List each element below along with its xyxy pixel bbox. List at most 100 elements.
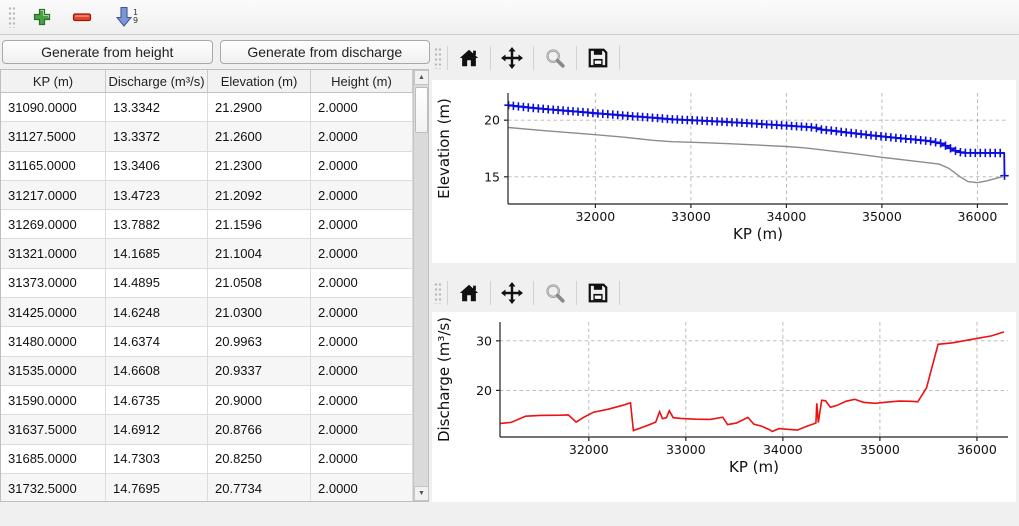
table-cell[interactable]: 2.0000 (311, 356, 413, 385)
table-row: 31637.5000 14.6912 20.8766 2.0000 (1, 415, 413, 445)
zoom-button[interactable] (540, 279, 570, 307)
table-cell[interactable]: 14.1685 (106, 239, 208, 268)
table-cell[interactable]: 21.2900 (208, 93, 311, 122)
table-cell[interactable]: 2.0000 (311, 180, 413, 210)
home-button[interactable] (454, 44, 484, 72)
table-scrollbar[interactable]: ▲ ▼ (413, 70, 428, 501)
table-cell[interactable]: 31685.0000 (1, 444, 106, 473)
table-cell[interactable]: 31590.0000 (1, 385, 106, 415)
table-cell[interactable]: 31637.5000 (1, 415, 106, 444)
table-cell[interactable]: 2.0000 (311, 327, 413, 356)
table-cell[interactable]: 21.2600 (208, 122, 311, 151)
table-row: 31590.0000 14.6735 20.9000 2.0000 (1, 385, 413, 416)
remove-row-button[interactable] (69, 4, 95, 30)
table-cell[interactable]: 14.6248 (106, 298, 208, 327)
save-button[interactable] (583, 279, 613, 307)
table-cell[interactable]: 31165.0000 (1, 151, 106, 180)
x-tick-label: 35000 (862, 209, 902, 224)
toolbar-drag-handle[interactable] (434, 47, 441, 69)
table-cell[interactable]: 21.1596 (208, 210, 311, 239)
home-icon (459, 49, 479, 67)
table-cell[interactable]: 20.7734 (208, 473, 311, 501)
save-button[interactable] (583, 44, 613, 72)
table-cell[interactable]: 14.6374 (106, 327, 208, 356)
home-icon (459, 284, 479, 302)
table-row: 31269.0000 13.7882 21.1596 2.0000 (1, 210, 413, 240)
pan-move-icon (501, 47, 523, 69)
y-axis-label: Discharge (m³/s) (435, 317, 453, 442)
table-row: 31732.5000 14.7695 20.7734 2.0000 (1, 473, 413, 501)
table-header-cell[interactable]: Discharge (m³/s) (106, 70, 208, 92)
table-body: 31090.0000 13.3342 21.2900 2.0000 31127.5000… (1, 93, 413, 501)
table-cell[interactable]: 21.0300 (208, 298, 311, 327)
discharge-chart[interactable]: 32000 33000 34000 35000 36000 20 30 KP (m) Disch… (432, 312, 1016, 502)
table-cell[interactable]: 13.4723 (106, 180, 208, 210)
scrollbar-thumb[interactable] (415, 87, 428, 133)
scroll-down-button[interactable]: ▼ (414, 486, 428, 501)
table-cell[interactable]: 2.0000 (311, 385, 413, 415)
table-cell[interactable]: 31732.5000 (1, 473, 106, 501)
table-cell[interactable]: 20.9963 (208, 327, 311, 356)
generate-from-discharge-button[interactable]: Generate from discharge (219, 40, 430, 64)
table-cell[interactable]: 31321.0000 (1, 239, 106, 268)
table-cell[interactable]: 31480.0000 (1, 327, 106, 356)
table-cell[interactable]: 20.8766 (208, 415, 311, 444)
table-cell[interactable]: 14.6735 (106, 385, 208, 415)
table-cell[interactable]: 14.6608 (106, 356, 208, 385)
table-cell[interactable]: 2.0000 (311, 268, 413, 298)
toolbar-drag-handle[interactable] (8, 6, 15, 28)
table-cell[interactable]: 21.1004 (208, 239, 311, 268)
table-row: 31090.0000 13.3342 21.2900 2.0000 (1, 93, 413, 123)
table-cell[interactable]: 31373.0000 (1, 268, 106, 298)
table-cell[interactable]: 31269.0000 (1, 210, 106, 239)
table-cell[interactable]: 2.0000 (311, 298, 413, 327)
scroll-up-button[interactable]: ▲ (414, 70, 428, 85)
y-tick-label: 20 (484, 113, 500, 128)
table-cell[interactable]: 2.0000 (311, 473, 413, 501)
table-cell[interactable]: 14.7695 (106, 473, 208, 501)
pan-button[interactable] (497, 279, 527, 307)
toolbar-separator (533, 46, 534, 70)
sort-ascending-button[interactable]: 1 9 (109, 4, 145, 30)
table-cell[interactable]: 13.7882 (106, 210, 208, 239)
generate-from-height-button[interactable]: Generate from height (2, 40, 213, 64)
y-tick-label: 20 (476, 383, 492, 398)
zoom-button[interactable] (540, 44, 570, 72)
table-cell[interactable]: 2.0000 (311, 151, 413, 180)
table-header-cell[interactable]: Height (m) (311, 70, 413, 92)
table-cell[interactable]: 20.8250 (208, 444, 311, 473)
table-cell[interactable]: 31090.0000 (1, 93, 106, 122)
table-cell[interactable]: 31425.0000 (1, 298, 106, 327)
table-cell[interactable]: 21.2300 (208, 151, 311, 180)
toolbar-drag-handle[interactable] (434, 282, 441, 304)
home-button[interactable] (454, 279, 484, 307)
table-cell[interactable]: 14.7303 (106, 444, 208, 473)
series-discharge (500, 331, 1005, 433)
table-header-cell[interactable]: KP (m) (1, 70, 106, 92)
table-header-cell[interactable]: Elevation (m) (208, 70, 311, 92)
elevation-chart[interactable]: 32000 33000 34000 35000 36000 15 20 KP (m) Eleva… (432, 80, 1016, 263)
table-cell[interactable]: 21.2092 (208, 180, 311, 210)
table-cell[interactable]: 31127.5000 (1, 122, 106, 151)
table-cell[interactable]: 20.9000 (208, 385, 311, 415)
table-cell[interactable]: 31217.0000 (1, 180, 106, 210)
table-cell[interactable]: 13.3342 (106, 93, 208, 122)
table-row: 31685.0000 14.7303 20.8250 2.0000 (1, 444, 413, 474)
table-cell[interactable]: 2.0000 (311, 444, 413, 473)
table-cell[interactable]: 2.0000 (311, 122, 413, 151)
table-cell[interactable]: 2.0000 (311, 93, 413, 122)
table-cell[interactable]: 20.9337 (208, 356, 311, 385)
x-tick-label: 32000 (569, 442, 609, 457)
table-cell[interactable]: 2.0000 (311, 415, 413, 444)
table-cell[interactable]: 2.0000 (311, 210, 413, 239)
discharge-figure: 32000 33000 34000 35000 36000 20 30 KP (m) Disch… (432, 312, 1016, 502)
table-cell[interactable]: 14.4895 (106, 268, 208, 298)
table-cell[interactable]: 13.3406 (106, 151, 208, 180)
add-row-button[interactable] (29, 4, 55, 30)
pan-button[interactable] (497, 44, 527, 72)
table-cell[interactable]: 21.0508 (208, 268, 311, 298)
table-cell[interactable]: 13.3372 (106, 122, 208, 151)
table-cell[interactable]: 14.6912 (106, 415, 208, 444)
table-cell[interactable]: 31535.0000 (1, 356, 106, 385)
table-cell[interactable]: 2.0000 (311, 239, 413, 268)
